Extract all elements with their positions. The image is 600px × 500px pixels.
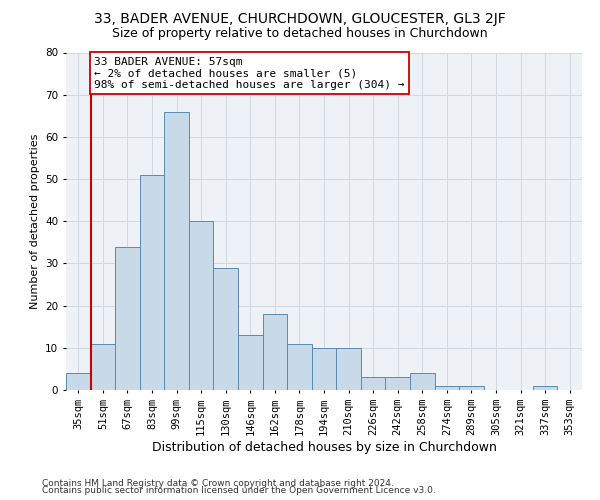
Bar — [91, 344, 115, 390]
Text: 33, BADER AVENUE, CHURCHDOWN, GLOUCESTER, GL3 2JF: 33, BADER AVENUE, CHURCHDOWN, GLOUCESTER… — [94, 12, 506, 26]
Bar — [164, 112, 189, 390]
Bar — [312, 348, 336, 390]
Bar — [287, 344, 312, 390]
Bar — [189, 221, 214, 390]
X-axis label: Distribution of detached houses by size in Churchdown: Distribution of detached houses by size … — [152, 440, 496, 454]
Bar — [238, 335, 263, 390]
Bar — [140, 175, 164, 390]
Bar — [214, 268, 238, 390]
Text: 33 BADER AVENUE: 57sqm
← 2% of detached houses are smaller (5)
98% of semi-detac: 33 BADER AVENUE: 57sqm ← 2% of detached … — [94, 56, 405, 90]
Bar — [533, 386, 557, 390]
Bar — [385, 378, 410, 390]
Text: Contains HM Land Registry data © Crown copyright and database right 2024.: Contains HM Land Registry data © Crown c… — [42, 478, 394, 488]
Bar — [459, 386, 484, 390]
Bar — [434, 386, 459, 390]
Bar — [361, 378, 385, 390]
Bar — [410, 373, 434, 390]
Bar — [66, 373, 91, 390]
Bar — [263, 314, 287, 390]
Text: Size of property relative to detached houses in Churchdown: Size of property relative to detached ho… — [112, 28, 488, 40]
Bar — [115, 246, 140, 390]
Text: Contains public sector information licensed under the Open Government Licence v3: Contains public sector information licen… — [42, 486, 436, 495]
Bar — [336, 348, 361, 390]
Y-axis label: Number of detached properties: Number of detached properties — [29, 134, 40, 309]
